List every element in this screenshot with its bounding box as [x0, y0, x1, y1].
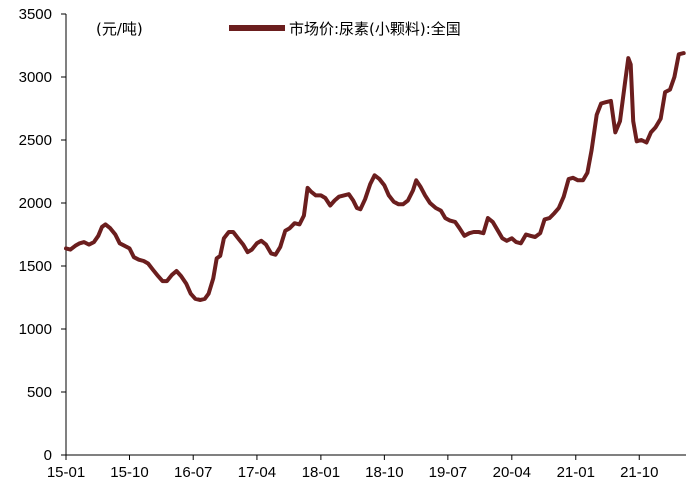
y-tick-label: 2000	[19, 195, 52, 212]
y-tick-label: 3000	[19, 69, 52, 86]
x-tick-label: 18-10	[365, 464, 403, 481]
x-tick-label: 21-01	[557, 464, 595, 481]
x-tick-label: 15-01	[47, 464, 85, 481]
y-tick-label: 2500	[19, 132, 52, 149]
y-tick-label: 500	[27, 384, 52, 401]
y-axis-ticks: 0 500 1000 1500 2000 2500 3000 3500	[19, 6, 66, 464]
x-tick-label: 17-04	[238, 464, 276, 481]
x-axis-ticks: 15-01 15-10 16-07 17-04 18-01 18-10 19-07 20-04…	[47, 455, 658, 481]
legend: 市场价:尿素(小颗料):全国	[229, 20, 461, 38]
x-tick-label: 19-07	[429, 464, 467, 481]
series-line-0	[64, 51, 686, 302]
y-tick-label: 1500	[19, 258, 52, 275]
x-tick-label: 18-01	[302, 464, 340, 481]
x-tick-label: 16-07	[174, 464, 212, 481]
x-tick-label: 21-10	[620, 464, 658, 481]
axes	[65, 14, 686, 456]
x-tick-label: 15-10	[110, 464, 148, 481]
y-tick-label: 1000	[19, 321, 52, 338]
unit-label: (元/吨)	[96, 20, 143, 38]
y-tick-label: 0	[44, 447, 52, 464]
series-layer	[64, 51, 686, 302]
x-tick-label: 20-04	[493, 464, 531, 481]
legend-label-series: 市场价:尿素(小颗料):全国	[289, 20, 461, 38]
y-tick-label: 3500	[19, 6, 52, 23]
